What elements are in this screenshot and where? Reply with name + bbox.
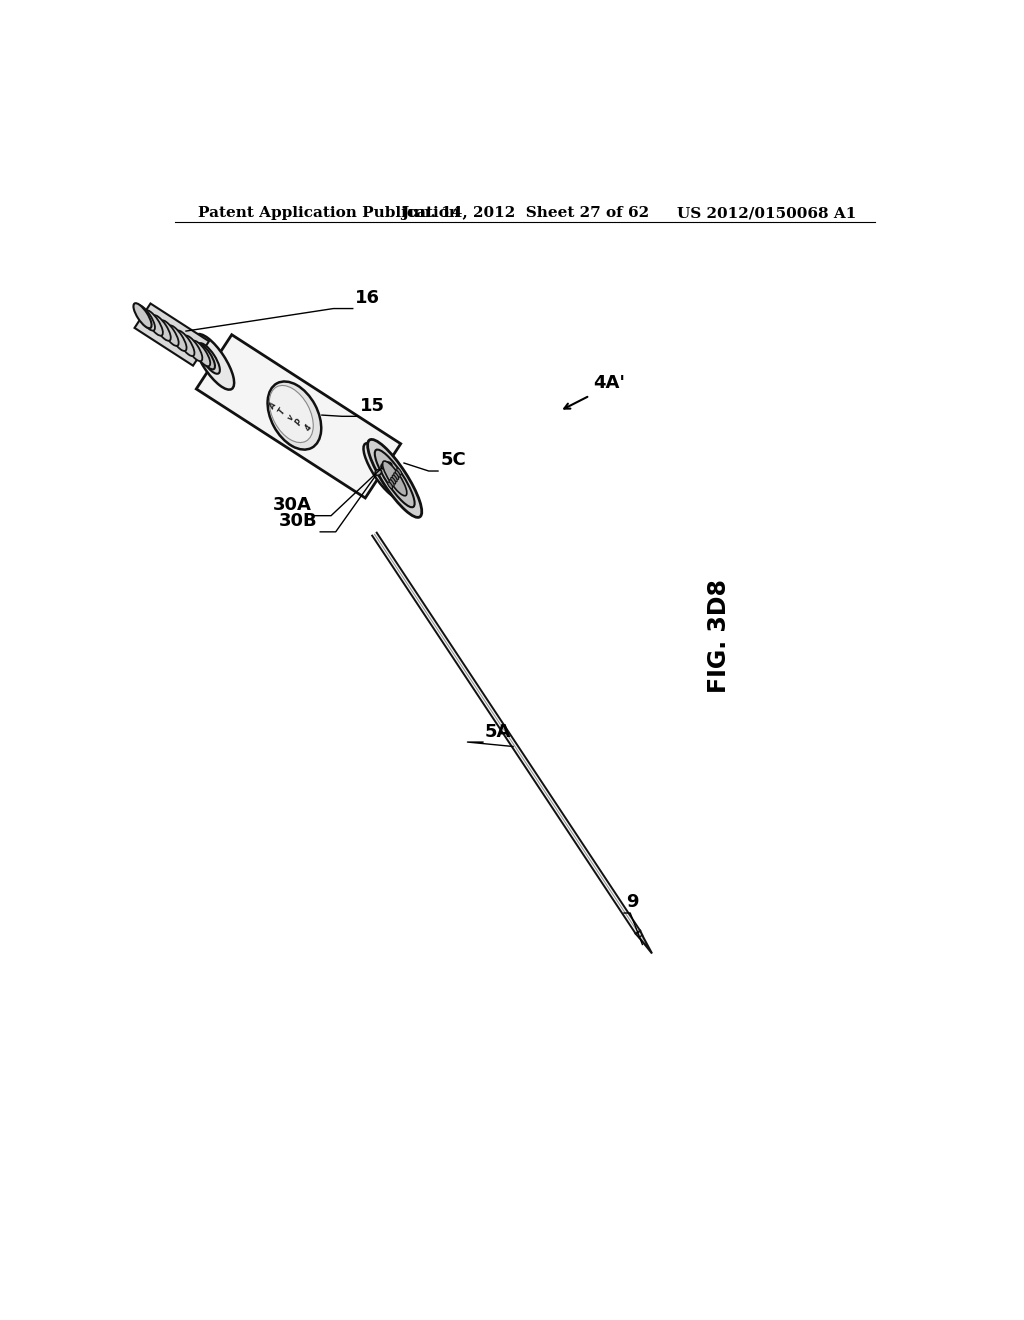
Text: 5A: 5A — [484, 722, 511, 741]
Polygon shape — [372, 533, 640, 933]
Polygon shape — [134, 304, 209, 366]
Ellipse shape — [136, 305, 155, 330]
Ellipse shape — [191, 341, 210, 366]
Ellipse shape — [144, 310, 163, 335]
Text: 30A: 30A — [272, 496, 311, 515]
Ellipse shape — [197, 343, 215, 370]
Ellipse shape — [168, 325, 186, 351]
Polygon shape — [197, 335, 400, 498]
Ellipse shape — [194, 334, 234, 389]
Text: 15: 15 — [359, 397, 385, 414]
Ellipse shape — [388, 482, 392, 488]
Text: Patent Application Publication: Patent Application Publication — [198, 206, 460, 220]
Ellipse shape — [133, 304, 152, 329]
Text: 5C: 5C — [440, 451, 466, 470]
Ellipse shape — [267, 381, 322, 450]
Ellipse shape — [395, 470, 400, 477]
Text: 9: 9 — [627, 894, 639, 911]
Ellipse shape — [176, 330, 195, 356]
Ellipse shape — [391, 478, 395, 484]
Text: 30B: 30B — [280, 512, 317, 531]
Text: A
T
v
P
4: A T v P 4 — [267, 401, 313, 433]
Ellipse shape — [198, 343, 220, 374]
Ellipse shape — [153, 315, 171, 341]
Text: Jun. 14, 2012  Sheet 27 of 62: Jun. 14, 2012 Sheet 27 of 62 — [400, 206, 649, 220]
Ellipse shape — [389, 479, 394, 486]
Ellipse shape — [381, 462, 392, 470]
Polygon shape — [636, 931, 652, 953]
Ellipse shape — [269, 385, 313, 442]
Ellipse shape — [160, 321, 178, 346]
Ellipse shape — [364, 444, 402, 499]
Ellipse shape — [375, 450, 415, 507]
Ellipse shape — [396, 469, 401, 475]
Ellipse shape — [368, 440, 422, 517]
Text: FIG. 3D8: FIG. 3D8 — [707, 578, 730, 693]
Ellipse shape — [383, 461, 407, 496]
Ellipse shape — [392, 475, 397, 482]
Text: 16: 16 — [355, 289, 380, 308]
Text: 4A': 4A' — [593, 375, 625, 392]
Ellipse shape — [375, 470, 382, 475]
Ellipse shape — [393, 473, 398, 479]
Ellipse shape — [184, 335, 203, 362]
Text: US 2012/0150068 A1: US 2012/0150068 A1 — [677, 206, 856, 220]
